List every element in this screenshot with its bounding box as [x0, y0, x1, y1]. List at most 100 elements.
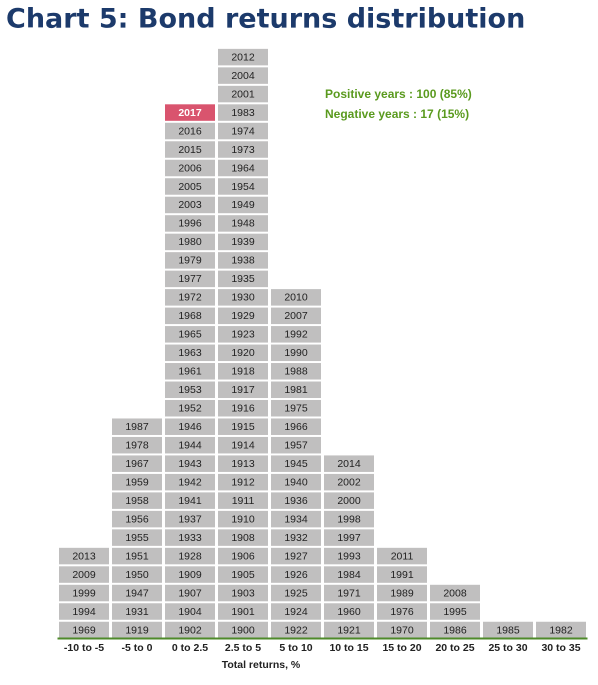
year-box: [218, 436, 268, 454]
year-box: [112, 510, 162, 528]
year-box: [165, 381, 215, 399]
year-label: 1973: [231, 144, 255, 156]
year-box: [377, 566, 427, 583]
year-label: 1944: [178, 439, 202, 451]
x-tick-label: 15 to 20: [382, 642, 421, 654]
year-box: [218, 399, 268, 417]
year-label: 1933: [178, 532, 202, 544]
year-label: 1912: [231, 476, 255, 488]
year-label: 1941: [178, 495, 202, 507]
year-box: [112, 473, 162, 491]
annotation: Positive years : 100 (85%): [325, 87, 472, 101]
year-box: [112, 418, 162, 435]
x-tick-label: 10 to 15: [329, 642, 368, 654]
year-label: 1934: [284, 513, 308, 525]
year-box: [218, 326, 268, 343]
year-label: 1991: [390, 569, 414, 581]
year-label: 1940: [284, 476, 308, 488]
year-box: [165, 307, 215, 325]
year-label: 1960: [337, 606, 361, 618]
year-label: 1978: [125, 439, 149, 451]
year-box: [165, 289, 215, 306]
year-box: [218, 159, 268, 177]
year-box: [271, 363, 321, 380]
year-label: 2005: [178, 181, 202, 193]
year-box: [324, 566, 374, 583]
year-label: 2014: [337, 458, 361, 470]
year-label: 1959: [125, 476, 149, 488]
year-box: [112, 436, 162, 454]
year-label: 1946: [178, 421, 202, 433]
year-box: [324, 529, 374, 546]
year-label: 2008: [443, 587, 467, 599]
year-label: 1921: [337, 624, 361, 636]
year-box: [271, 381, 321, 399]
year-box: [165, 104, 215, 121]
year-label: 1979: [178, 255, 202, 267]
year-label: 1993: [337, 550, 361, 562]
year-label: 2001: [231, 88, 255, 100]
year-box: [271, 510, 321, 528]
year-label: 1932: [284, 532, 308, 544]
year-box: [218, 233, 268, 251]
year-box: [218, 289, 268, 306]
year-label: 1988: [284, 366, 308, 378]
year-label: 1907: [178, 587, 202, 599]
year-box: [218, 67, 268, 84]
x-tick-label: 25 to 30: [488, 642, 527, 654]
year-label: 1963: [178, 347, 202, 359]
year-label: 1935: [231, 273, 255, 285]
year-label: 1917: [231, 384, 255, 396]
year-box: [218, 473, 268, 491]
year-box: [218, 270, 268, 288]
year-label: 1931: [125, 606, 149, 618]
year-box: [483, 621, 533, 639]
year-box: [271, 344, 321, 362]
year-box: [165, 270, 215, 288]
year-label: 1971: [337, 587, 361, 599]
annotation: Negative years : 17 (15%): [325, 107, 469, 121]
year-label: 1913: [231, 458, 255, 470]
year-label: 1952: [178, 403, 202, 415]
year-box: [165, 196, 215, 214]
year-label: 2004: [231, 70, 255, 82]
year-label: 1957: [284, 439, 308, 451]
year-label: 2013: [72, 550, 96, 562]
year-box: [271, 455, 321, 472]
year-box: [271, 529, 321, 546]
year-label: 1958: [125, 495, 149, 507]
year-label: 1942: [178, 476, 202, 488]
year-label: 1925: [284, 587, 308, 599]
year-label: 1945: [284, 458, 308, 470]
year-box: [112, 492, 162, 509]
year-box: [218, 418, 268, 435]
year-label: 1986: [443, 624, 467, 636]
x-tick-label: -10 to -5: [64, 642, 104, 654]
x-tick-label: 0 to 2.5: [172, 642, 208, 654]
year-label: 1909: [178, 569, 202, 581]
year-label: 1939: [231, 236, 255, 248]
year-label: 1920: [231, 347, 255, 359]
year-label: 1914: [231, 439, 255, 451]
chart-title: Chart 5: Bond returns distribution: [6, 4, 525, 35]
year-label: 1911: [232, 495, 255, 507]
year-label: 1955: [125, 532, 149, 544]
year-label: 1928: [178, 550, 202, 562]
year-box: [324, 547, 374, 565]
year-label: 1967: [125, 458, 149, 470]
year-label: 2016: [178, 125, 202, 137]
year-box: [165, 473, 215, 491]
year-box: [536, 621, 586, 639]
year-label: 1994: [72, 606, 96, 618]
year-label: 1949: [231, 199, 255, 211]
year-label: 2009: [72, 569, 96, 581]
year-box: [112, 455, 162, 472]
year-box: [271, 621, 321, 639]
year-box: [218, 141, 268, 158]
year-box: [218, 178, 268, 195]
year-box: [165, 621, 215, 639]
year-label: 1923: [231, 329, 255, 341]
year-box: [218, 252, 268, 269]
year-label: 2012: [231, 51, 255, 63]
year-label: 1998: [337, 513, 361, 525]
